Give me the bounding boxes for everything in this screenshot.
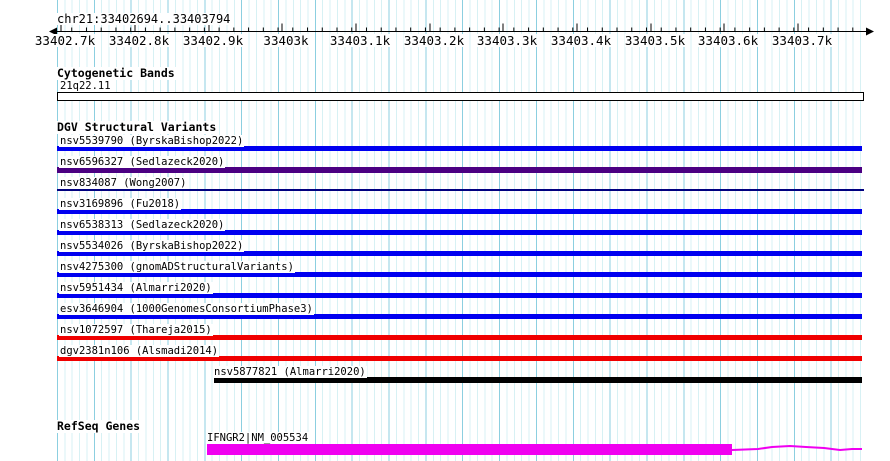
ruler-tick-label: 33403.5k: [624, 33, 686, 48]
ruler-tick-label: 33403.1k: [329, 33, 391, 48]
ruler-tick-label: 33402.9k: [182, 33, 244, 48]
variant-label[interactable]: nsv4275300 (gnomADStructuralVariants): [59, 261, 295, 273]
variant-bar[interactable]: [57, 356, 862, 361]
gene-cds-bar[interactable]: [207, 444, 732, 455]
region-title: chr21:33402694..33403794: [56, 12, 232, 26]
ruler-tick-label: 33403.4k: [550, 33, 612, 48]
variant-bar[interactable]: [57, 189, 864, 191]
dgv-structural-variants-header: DGV Structural Variants: [56, 120, 218, 134]
variant-label[interactable]: nsv834087 (Wong2007): [59, 177, 188, 189]
variant-label[interactable]: nsv3169896 (Fu2018): [59, 198, 182, 210]
variant-bar[interactable]: [57, 209, 862, 214]
cytogenetic-bands-header: Cytogenetic Bands: [56, 66, 176, 80]
variant-label[interactable]: nsv5539790 (ByrskaBishop2022): [59, 135, 245, 147]
variant-label[interactable]: dgv2381n106 (Alsmadi2014): [59, 345, 220, 357]
variant-bar[interactable]: [57, 230, 862, 235]
ruler-tick-label: 33403.2k: [403, 33, 465, 48]
variant-label[interactable]: nsv5534026 (ByrskaBishop2022): [59, 240, 245, 252]
ruler-tick-label: 33402.8k: [108, 33, 170, 48]
variant-bar[interactable]: [57, 293, 862, 298]
variant-bar[interactable]: [57, 146, 862, 151]
variant-bar[interactable]: [57, 335, 862, 340]
variant-label[interactable]: esv3646904 (1000GenomesConsortiumPhase3): [59, 303, 314, 315]
ruler-tick-label: 33403.6k: [697, 33, 759, 48]
refseq-genes-header: RefSeq Genes: [56, 419, 142, 433]
ruler-tick-label: 33402.7k: [34, 33, 96, 48]
ruler-tick-label: 33403k: [263, 33, 309, 48]
cytoband-label[interactable]: 21q22.11: [59, 80, 112, 92]
variant-label[interactable]: nsv1072597 (Thareja2015): [59, 324, 213, 336]
variant-bar[interactable]: [57, 272, 862, 277]
gene-label[interactable]: IFNGR2|NM_005534: [206, 432, 310, 444]
cytoband-bar[interactable]: [57, 92, 864, 101]
ruler-tick-label: 33403.7k: [771, 33, 833, 48]
variant-label[interactable]: nsv5951434 (Almarri2020): [59, 282, 213, 294]
variant-bar[interactable]: [57, 167, 862, 173]
variant-bar[interactable]: [57, 314, 862, 319]
variant-label[interactable]: nsv6596327 (Sedlazeck2020): [59, 156, 226, 168]
variant-bar[interactable]: [57, 251, 862, 256]
ruler-tick-label: 33403.3k: [476, 33, 538, 48]
variant-bar[interactable]: [214, 377, 862, 383]
variant-label[interactable]: nsv6538313 (Sedlazeck2020): [59, 219, 226, 231]
variant-label[interactable]: nsv5877821 (Almarri2020): [213, 366, 367, 378]
